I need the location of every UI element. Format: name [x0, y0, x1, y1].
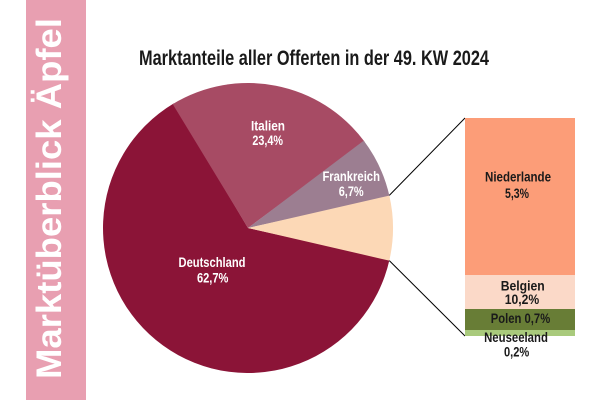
svg-text:Italien: Italien [251, 117, 285, 133]
svg-text:Deutschland: Deutschland [179, 254, 246, 270]
svg-text:Polen 0,7%: Polen 0,7% [491, 310, 551, 326]
svg-text:62,7%: 62,7% [197, 270, 229, 286]
svg-text:Belgien: Belgien [501, 278, 545, 294]
svg-text:Niederlande: Niederlande [485, 169, 551, 185]
svg-text:0,2%: 0,2% [504, 344, 530, 360]
svg-text:Neuseeland: Neuseeland [484, 329, 548, 345]
svg-text:Marktanteile aller Offerten in: Marktanteile aller Offerten in der 49. K… [139, 47, 489, 70]
svg-text:5,3%: 5,3% [505, 185, 529, 201]
svg-text:6,7%: 6,7% [339, 183, 364, 199]
svg-text:Frankreich: Frankreich [322, 168, 380, 184]
svg-text:10,2%: 10,2% [505, 291, 540, 307]
svg-text:Marktüberblick Äpfel: Marktüberblick Äpfel [30, 18, 69, 379]
svg-text:23,4%: 23,4% [252, 132, 283, 148]
